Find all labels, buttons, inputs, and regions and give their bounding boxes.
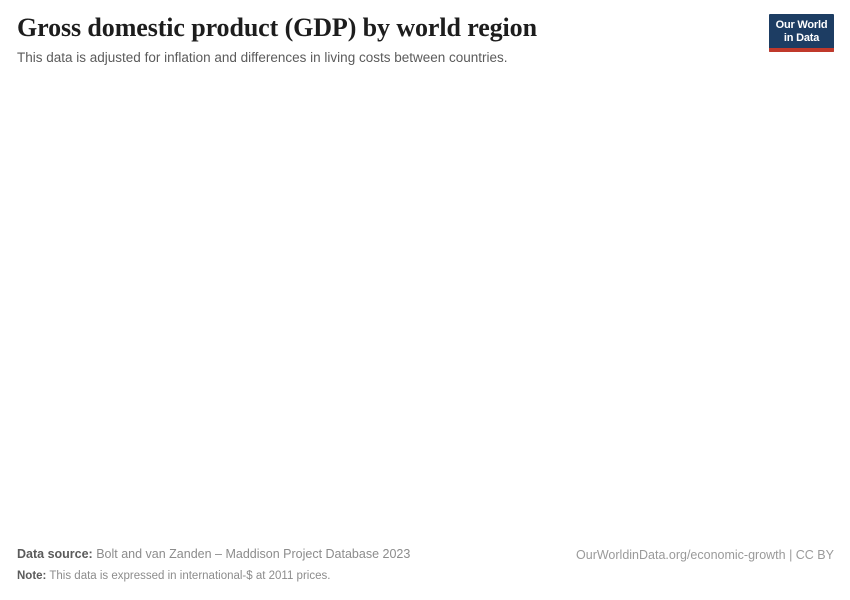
chart-header: Gross domestic product (GDP) by world re… (17, 12, 834, 66)
data-source-label: Data source: (17, 547, 93, 561)
note-label: Note: (17, 570, 47, 582)
data-source-value: Bolt and van Zanden – Maddison Project D… (92, 547, 411, 561)
our-world-in-data-logo[interactable]: Our World in Data (769, 14, 834, 52)
chart-footer: Data source: Bolt and van Zanden – Maddi… (17, 546, 834, 590)
page-title: Gross domestic product (GDP) by world re… (17, 13, 537, 42)
chart-subtitle: This data is adjusted for inflation and … (17, 50, 508, 65)
data-source-line: Data source: Bolt and van Zanden – Maddi… (17, 546, 410, 562)
footer-sources: Data source: Bolt and van Zanden – Maddi… (17, 546, 410, 584)
logo-accent-bar (769, 48, 834, 52)
logo-text: Our World in Data (775, 19, 828, 44)
attribution-link[interactable]: OurWorldinData.org/economic-growth | CC … (576, 548, 834, 562)
note-line: Note: This data is expressed in internat… (17, 568, 410, 584)
chart-plot-area (17, 86, 834, 526)
note-value: This data is expressed in international-… (46, 570, 331, 582)
